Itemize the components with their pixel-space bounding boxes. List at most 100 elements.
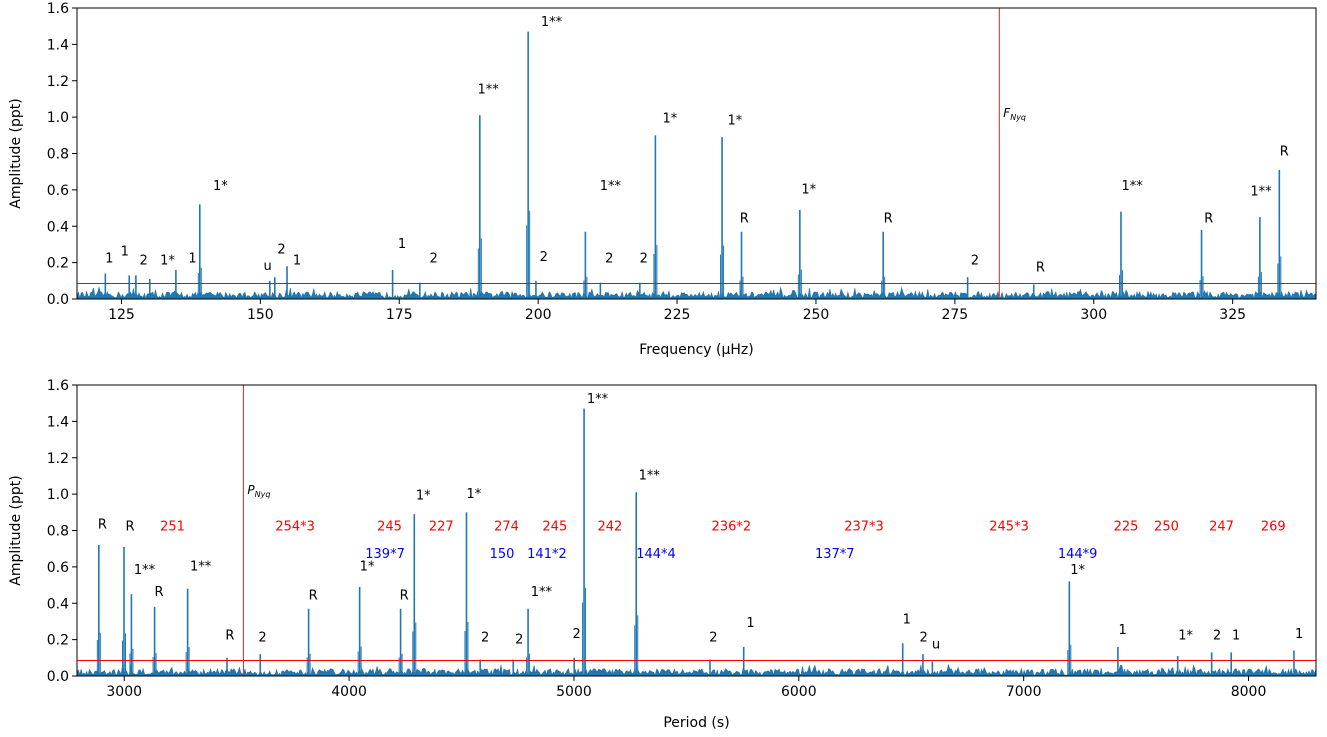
peak-annotation: 1* (160, 253, 175, 268)
plot-area (77, 385, 1316, 676)
peak-annotation: R (126, 520, 135, 535)
x-tick-label: 325 (1219, 307, 1246, 323)
x-tick-label: 4000 (331, 684, 367, 700)
peak-annotation: 274 (494, 520, 519, 535)
peak-annotation: R (1204, 212, 1213, 227)
x-tick-label: 7000 (1006, 684, 1042, 700)
nyquist-label: FNyq (1003, 106, 1026, 122)
y-tick-label: 1.4 (47, 37, 69, 53)
x-tick-label: 300 (1080, 307, 1107, 323)
y-tick-label: 0.0 (47, 292, 69, 308)
peak-annotation: 2 (430, 252, 438, 267)
x-tick-label: 150 (247, 307, 274, 323)
peak-annotation: 245 (542, 520, 567, 535)
peak-annotation: 2 (573, 627, 581, 642)
x-tick-label: 250 (803, 307, 830, 323)
peak-annotation: 1** (541, 15, 563, 30)
y-tick-label: 0.2 (47, 633, 69, 649)
x-tick-label: 8000 (1231, 684, 1267, 700)
peak-annotation: 141*2 (527, 547, 567, 562)
x-tick-label: 3000 (106, 684, 142, 700)
peak-annotation: R (400, 589, 409, 604)
peak-annotation: 2 (709, 630, 717, 645)
peak-annotation: 1* (1070, 563, 1085, 578)
plot-area (77, 8, 1316, 299)
peak-annotation: R (884, 212, 893, 227)
x-tick-label: 125 (108, 307, 135, 323)
peak-annotation: 2 (258, 630, 266, 645)
peak-annotation: 150 (490, 547, 515, 562)
peak-annotation: 1* (466, 487, 481, 502)
y-tick-label: 0.0 (47, 669, 69, 685)
y-tick-label: 1.6 (47, 378, 69, 394)
y-tick-label: 0.8 (47, 147, 69, 163)
peak-annotation: 1 (1295, 627, 1303, 642)
peak-annotation: 1** (1250, 184, 1272, 199)
peak-annotation: R (225, 629, 234, 644)
peak-annotation: 227 (429, 520, 454, 535)
peak-annotation: 1** (134, 563, 156, 578)
peak-annotation: 242 (598, 520, 623, 535)
peak-annotation: 1** (531, 585, 553, 600)
peak-annotation: 1* (1178, 629, 1193, 644)
peak-annotation: 137*7 (815, 547, 855, 562)
peak-annotation: 1* (416, 489, 431, 504)
peak-annotation: 1 (746, 616, 754, 631)
peak-annotation: 1 (105, 252, 113, 267)
axes-frame (76, 7, 1317, 300)
peak-annotation: 1* (662, 112, 677, 127)
peak-annotation: 2 (515, 632, 523, 647)
peak-annotation: 251 (160, 520, 185, 535)
peak-annotation: 2 (140, 253, 148, 268)
y-tick-label: 0.4 (47, 219, 69, 235)
y-tick-label: 1.0 (47, 487, 69, 503)
y-tick-label: 1.6 (47, 1, 69, 17)
peak-annotation: 1* (360, 560, 375, 575)
y-tick-label: 0.4 (47, 596, 69, 612)
x-tick-label: 225 (664, 307, 691, 323)
y-tick-label: 0.6 (47, 560, 69, 576)
nyquist-label: PNyq (247, 483, 270, 499)
peak-annotation: 1* (727, 113, 742, 128)
peak-annotation: 269 (1261, 520, 1286, 535)
peak-annotation: 1 (1118, 623, 1126, 638)
peak-annotation: 1* (213, 179, 228, 194)
x-tick-label: 5000 (556, 684, 592, 700)
y-tick-label: 1.2 (47, 451, 69, 467)
peak-annotation: 1** (600, 179, 622, 194)
peak-annotation: 2 (971, 253, 979, 268)
y-tick-label: 0.6 (47, 183, 69, 199)
peak-annotation: 2 (640, 252, 648, 267)
y-axis-label: Amplitude (ppt) (8, 475, 24, 585)
peak-annotation: 2 (605, 252, 613, 267)
peak-annotation: 245*3 (989, 520, 1029, 535)
x-axis-label: Frequency (μHz) (639, 342, 753, 358)
peak-annotation: 1 (398, 237, 406, 252)
peak-annotation: 254*3 (275, 520, 315, 535)
peak-annotation: u (263, 259, 271, 274)
peak-annotation: 2 (277, 243, 285, 258)
peak-annotation: 144*9 (1058, 547, 1098, 562)
peak-annotation: 1* (801, 183, 816, 198)
chart-panel-1: FNyq 125 150 175 200 225 250 275 300 325 0.0 0.2 0.4… (8, 1, 1317, 358)
x-tick-label: 275 (941, 307, 968, 323)
y-axis-label: Amplitude (ppt) (8, 98, 24, 208)
peak-annotation: R (155, 585, 164, 600)
peak-annotation: 237*3 (844, 520, 884, 535)
noise-floor (77, 286, 1316, 299)
x-tick-label: 6000 (781, 684, 817, 700)
peak-annotation: 139*7 (365, 547, 405, 562)
peak-annotation: 1 (121, 244, 129, 259)
peak-annotation: 1 (903, 612, 911, 627)
peak-annotation: 2 (919, 630, 927, 645)
peak-annotation: 1** (1121, 179, 1143, 194)
y-tick-label: 1.2 (47, 74, 69, 90)
peak-annotation: 2 (481, 630, 489, 645)
y-tick-label: 0.8 (47, 524, 69, 540)
peak-annotation: R (309, 589, 318, 604)
y-tick-label: 0.2 (47, 256, 69, 272)
peak-annotation: 1** (587, 392, 609, 407)
peak-annotation: R (740, 212, 749, 227)
peak-annotation: R (1280, 144, 1289, 159)
